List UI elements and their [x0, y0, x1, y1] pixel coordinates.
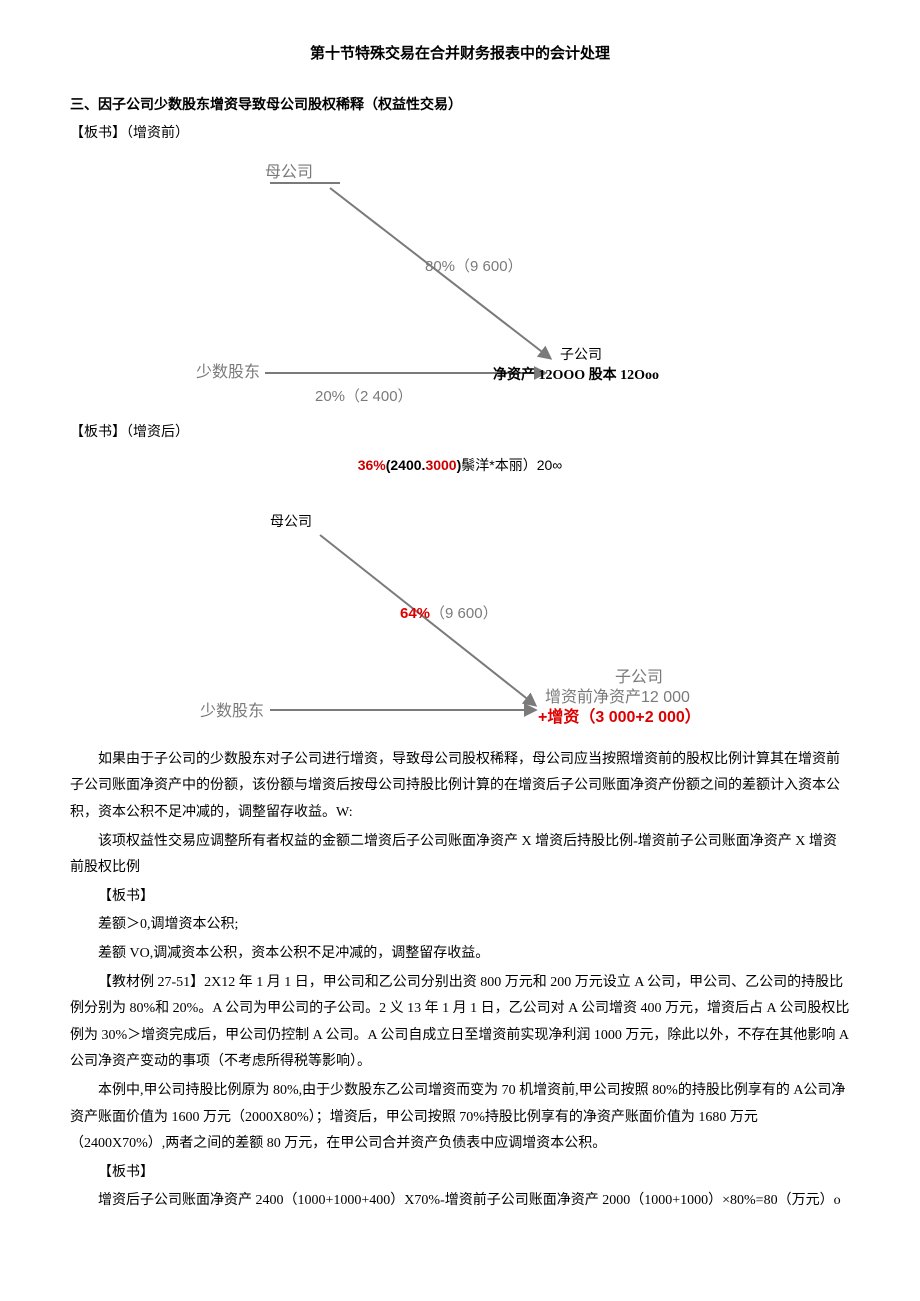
edge-parent-pct: 64% [400, 605, 430, 622]
formula-line: 36%(2400.3000)鬃洋*本丽）20∞ [70, 452, 850, 479]
formula-tail: 鬃洋*本丽）20∞ [461, 457, 562, 473]
diagram-before-svg [70, 158, 850, 418]
edge-parent-label: 80%（9 600） [425, 253, 523, 282]
para-6: 【教材例 27-51】2X12 年 1 月 1 日，甲公司和乙公司分别出资 80… [70, 970, 850, 1076]
para-3: 【板书】 [70, 884, 850, 911]
diagram-before: 母公司 少数股东 子公司 净资产 12OOO 股本 12Ooo 80%（9 60… [70, 158, 850, 418]
parent-node-label-2: 母公司 [270, 510, 312, 537]
section-heading: 三、因子公司少数股东增资导致母公司股权稀释（权益性交易） [70, 93, 850, 120]
formula-pct: 36% [358, 457, 386, 473]
para-8: 【板书】 [70, 1160, 850, 1187]
edge-minority-label: 20%（2 400） [315, 383, 413, 412]
edge-parent-label-2: 64%（9 600） [400, 600, 498, 629]
subsidiary-label-2: 净资产 12OOO 股本 12Ooo [493, 363, 659, 390]
parent-node-label: 母公司 [265, 158, 313, 188]
edge-parent-rest: （9 600） [430, 605, 498, 622]
para-2: 该项权益性交易应调整所有者权益的金额二增资后子公司账面净资产 X 增资后持股比例… [70, 829, 850, 882]
para-1: 如果由于子公司的少数股东对子公司进行增资，导致母公司股权稀释，母公司应当按照增资… [70, 747, 850, 827]
note-before: 【板书】（增资前） [70, 121, 850, 148]
para-9: 增资后子公司账面净资产 2400（1000+1000+400）X70%-增资前子… [70, 1188, 850, 1215]
diagram-after: 母公司 少数股东 子公司 增资前净资产12 000 +增资（3 000+2 00… [70, 485, 850, 745]
minority-node-label: 少数股东 [196, 358, 260, 388]
para-4: 差额＞0,调增资本公积; [70, 912, 850, 939]
para-7: 本例中,甲公司持股比例原为 80%,由于少数股东乙公司增资而变为 70 机增资前… [70, 1078, 850, 1158]
note-after: 【板书】（增资后） [70, 420, 850, 447]
para-5: 差额 VO,调减资本公积，资本公积不足冲减的，调整留存收益。 [70, 941, 850, 968]
subsidiary-label-2c: +增资（3 000+2 000） [538, 703, 701, 733]
page-title: 第十节特殊交易在合并财务报表中的会计处理 [70, 40, 850, 69]
minority-node-label-2: 少数股东 [200, 697, 264, 727]
